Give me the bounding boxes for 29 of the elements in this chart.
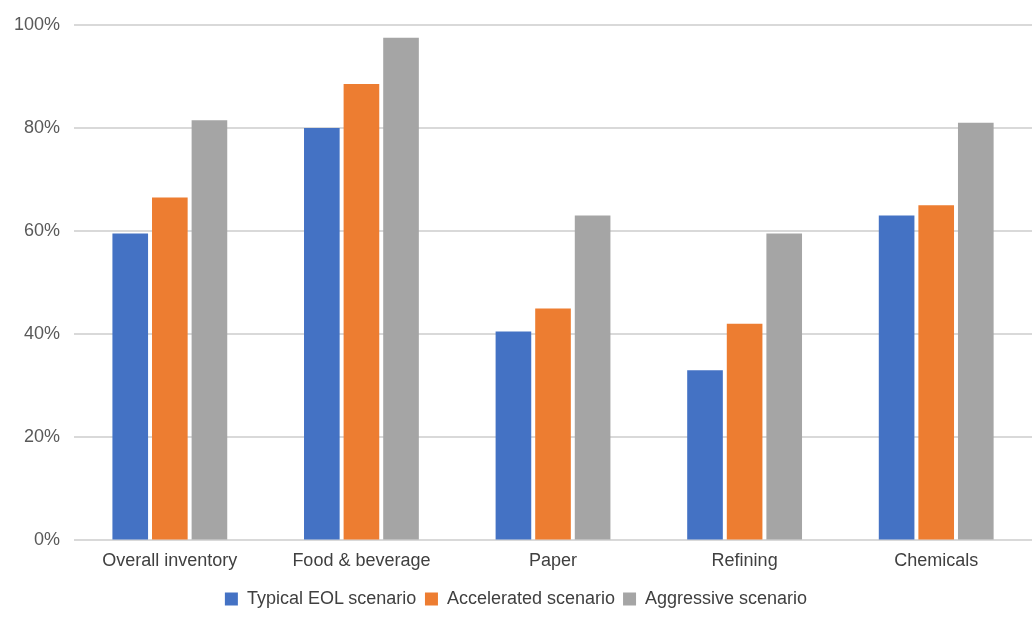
bar: [957, 122, 994, 540]
legend-label: Aggressive scenario: [645, 587, 808, 608]
bar: [535, 308, 571, 540]
bar: [766, 233, 803, 540]
bar: [495, 331, 532, 540]
y-tick-label: 80%: [24, 116, 61, 137]
bar: [574, 215, 611, 540]
x-tick-label: Paper: [529, 550, 578, 571]
bar: [304, 127, 340, 540]
x-tick-label: Overall inventory: [102, 550, 238, 571]
x-tick-label: Refining: [711, 550, 778, 571]
bar: [152, 197, 188, 540]
x-tick-label: Food & beverage: [292, 550, 431, 571]
bar: [112, 233, 149, 540]
x-tick-label: Chemicals: [894, 550, 979, 571]
bar: [343, 84, 380, 540]
legend-label: Typical EOL scenario: [246, 587, 417, 608]
bar: [726, 323, 763, 540]
y-tick-label: 20%: [24, 426, 61, 447]
bar: [383, 37, 419, 540]
bar: [878, 215, 915, 540]
y-tick-label: 0%: [34, 529, 61, 550]
bar: [687, 370, 723, 540]
legend-label: Accelerated scenario: [446, 587, 616, 608]
bar: [918, 205, 955, 540]
y-tick-label: 40%: [24, 323, 61, 344]
y-tick-label: 100%: [13, 13, 61, 34]
bar: [191, 120, 228, 540]
y-tick-label: 60%: [24, 220, 61, 241]
